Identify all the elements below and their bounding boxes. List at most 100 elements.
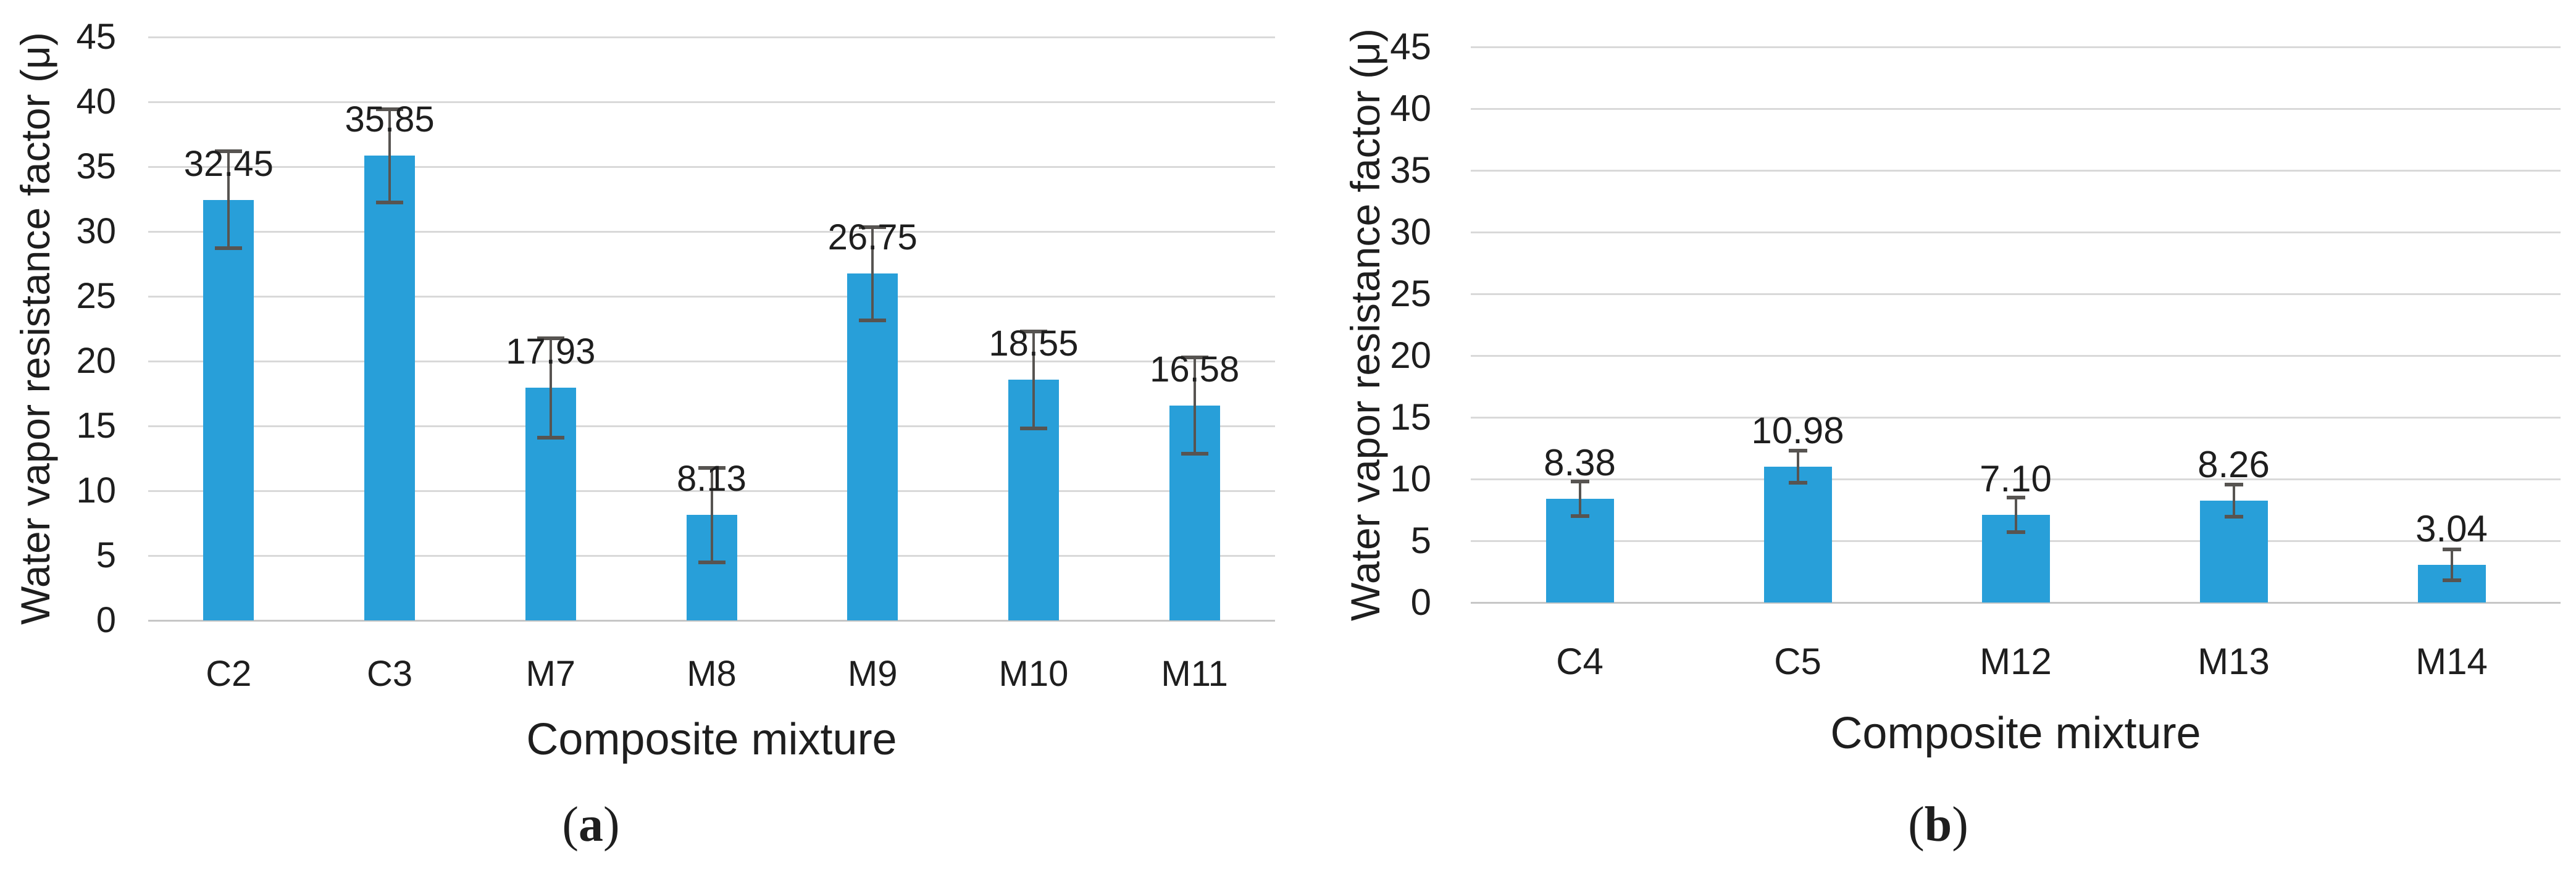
y-tick-label-15: 15 — [76, 406, 116, 446]
error-bar-M10 — [1032, 331, 1035, 429]
x-axis-title: Composite mixture — [1830, 709, 2201, 758]
bar-M9 — [847, 273, 898, 620]
error-cap-top-M7 — [537, 336, 564, 340]
gridline-30 — [1471, 231, 2561, 233]
panel-label-open-paren: ( — [562, 798, 579, 852]
value-label-M10: 18.55 — [989, 323, 1079, 364]
error-bar-C5 — [1796, 451, 1799, 483]
plot-area: 32.45 35.85 17.93 8.13 26.75 18.55 16.58 — [148, 36, 1275, 622]
x-tick-label-C5: C5 — [1774, 641, 1821, 682]
error-bar-M11 — [1193, 357, 1196, 454]
x-axis-tick-labels: C4 C5 M12 M13 M14 — [1471, 643, 2561, 686]
gridline-30 — [148, 230, 1275, 233]
y-tick-label-15: 15 — [1390, 396, 1431, 438]
error-cap-bottom-M14 — [2442, 578, 2461, 583]
bar-C3 — [364, 156, 416, 620]
error-cap-bottom-M13 — [2224, 514, 2243, 519]
error-bar-M8 — [710, 467, 713, 562]
x-tick-label-M9: M9 — [847, 654, 898, 694]
panel-label-letter: a — [579, 798, 603, 852]
error-bar-M14 — [2450, 549, 2453, 581]
gridline-40 — [1471, 107, 2561, 110]
error-cap-top-M13 — [2224, 482, 2243, 486]
error-cap-bottom-M9 — [859, 318, 887, 322]
error-cap-bottom-M11 — [1181, 451, 1208, 456]
error-bar-M13 — [2232, 484, 2235, 517]
x-tick-label-C2: C2 — [206, 654, 252, 694]
panel-label-open-paren: ( — [1908, 798, 1925, 852]
y-tick-label-40: 40 — [76, 81, 116, 122]
error-cap-top-M9 — [859, 225, 887, 229]
error-cap-bottom-C2 — [215, 246, 243, 251]
error-cap-bottom-M10 — [1019, 427, 1047, 431]
x-axis-line — [1471, 601, 2561, 604]
panel-label-a: (a) — [562, 800, 619, 849]
x-axis-line — [148, 619, 1275, 622]
x-tick-label-M12: M12 — [1980, 641, 2052, 682]
panel-label-letter: b — [1924, 798, 1952, 852]
gridline-20 — [148, 360, 1275, 362]
y-axis-tick-labels: 0 5 10 15 20 25 30 35 40 45 — [0, 19, 123, 638]
gridline-35 — [1471, 169, 2561, 172]
y-tick-label-30: 30 — [76, 211, 116, 251]
y-tick-label-0: 0 — [1410, 582, 1431, 623]
gridline-25 — [1471, 293, 2561, 295]
y-tick-label-20: 20 — [1390, 335, 1431, 376]
plot-area: 8.38 10.98 7.10 8.26 3.04 — [1471, 46, 2561, 604]
gridline-25 — [148, 295, 1275, 298]
y-tick-label-20: 20 — [76, 341, 116, 381]
gridline-20 — [1471, 354, 2561, 357]
value-label-C5: 10.98 — [1751, 410, 1844, 452]
error-cap-top-M14 — [2442, 548, 2461, 552]
value-label-M13: 8.26 — [2198, 443, 2270, 485]
y-tick-label-0: 0 — [96, 600, 116, 640]
error-bar-C4 — [1578, 482, 1581, 517]
value-label-C4: 8.38 — [1544, 442, 1616, 484]
y-tick-label-25: 25 — [76, 276, 116, 316]
gridline-40 — [148, 101, 1275, 103]
y-tick-label-5: 5 — [96, 535, 116, 575]
gridline-35 — [148, 165, 1275, 168]
y-tick-label-10: 10 — [1390, 458, 1431, 499]
y-tick-label-45: 45 — [76, 17, 116, 57]
x-tick-label-C3: C3 — [366, 654, 413, 694]
x-tick-label-M10: M10 — [998, 654, 1069, 694]
chart-panel-a: Water vapor resistance factor (μ) 0 5 10 15… — [0, 19, 1275, 849]
error-cap-bottom-C5 — [1788, 481, 1807, 485]
gridline-45 — [148, 36, 1275, 38]
error-bar-M7 — [549, 338, 552, 438]
y-tick-label-5: 5 — [1410, 520, 1431, 561]
y-tick-label-35: 35 — [1390, 149, 1431, 191]
x-tick-label-M8: M8 — [687, 654, 737, 694]
y-tick-label-30: 30 — [1390, 211, 1431, 252]
error-cap-top-C3 — [376, 107, 404, 111]
chart-panel-b: Water vapor resistance factor (μ) 0 5 10 15… — [1288, 0, 2576, 884]
panel-label-close-paren: ) — [603, 798, 620, 852]
gridline-10 — [1471, 478, 2561, 480]
y-tick-label-25: 25 — [1390, 273, 1431, 314]
value-label-C2: 32.45 — [183, 143, 274, 184]
x-tick-label-M14: M14 — [2415, 641, 2488, 682]
value-label-M9: 26.75 — [827, 217, 918, 258]
y-axis-tick-labels: 0 5 10 15 20 25 30 35 40 45 — [1288, 28, 1439, 621]
value-label-M8: 8.13 — [677, 459, 746, 499]
value-label-M14: 3.04 — [2415, 508, 2488, 550]
gridline-45 — [1471, 46, 2561, 48]
value-label-M11: 16.58 — [1150, 349, 1240, 390]
y-tick-label-40: 40 — [1390, 88, 1431, 129]
error-bar-C3 — [388, 109, 391, 202]
value-label-M12: 7.10 — [1980, 458, 2052, 499]
error-cap-top-C5 — [1788, 449, 1807, 453]
error-cap-bottom-M12 — [2006, 530, 2025, 534]
error-cap-bottom-M7 — [537, 436, 564, 440]
error-cap-top-M11 — [1181, 356, 1208, 360]
error-cap-bottom-C3 — [376, 200, 404, 204]
x-axis-title: Composite mixture — [526, 715, 897, 764]
x-tick-label-C4: C4 — [1556, 641, 1604, 682]
error-cap-top-C2 — [215, 149, 243, 153]
y-tick-label-45: 45 — [1390, 26, 1431, 67]
error-cap-top-M8 — [698, 465, 726, 470]
error-bar-C2 — [227, 151, 230, 249]
gridline-15 — [148, 425, 1275, 427]
